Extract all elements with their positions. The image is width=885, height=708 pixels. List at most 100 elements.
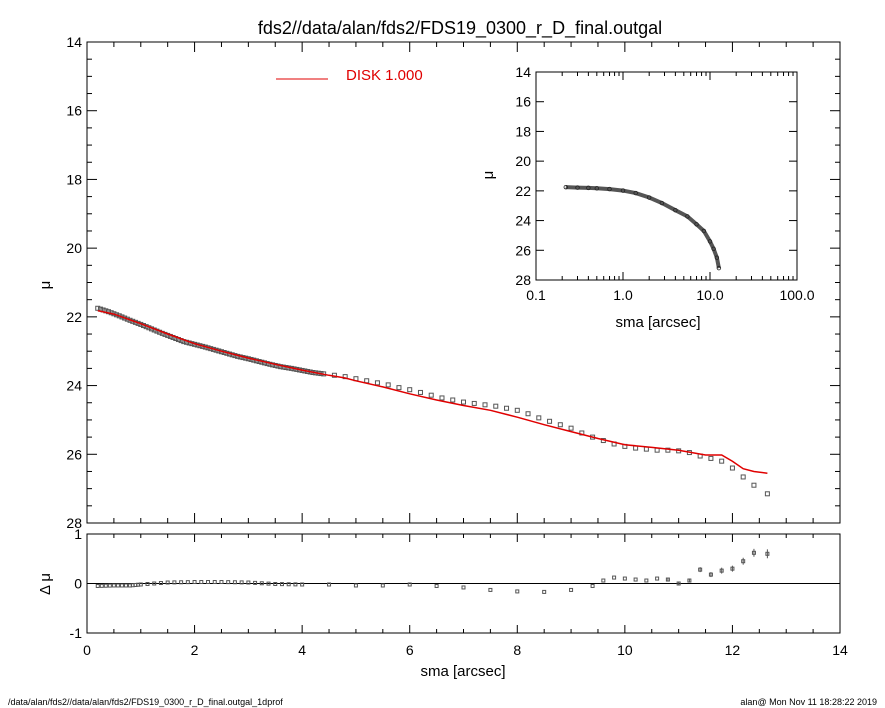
residual-point [353, 583, 358, 588]
footer-path: /data/alan/fds2//data/alan/fds2/FDS19_03… [8, 697, 283, 707]
inset-data-point [659, 200, 665, 206]
inset-y-tick-label: 22 [515, 183, 531, 199]
inset-data-point [673, 207, 678, 213]
data-point [278, 364, 284, 370]
data-point [385, 382, 391, 388]
x-tick-label: 4 [298, 642, 306, 658]
residual-point [407, 582, 412, 587]
data-point [665, 447, 671, 453]
data-point [729, 465, 735, 471]
data-point [407, 387, 413, 393]
y-tick-label: 24 [66, 378, 82, 394]
residual-point [232, 580, 237, 585]
inset-y-tick-label: 24 [515, 213, 531, 229]
data-point [525, 411, 531, 417]
inset-x-tick-label: 100.0 [779, 287, 814, 303]
residual-point [172, 580, 177, 585]
residual-point [461, 585, 466, 590]
chart-title: fds2//data/alan/fds2/FDS19_0300_r_D_fina… [258, 18, 662, 39]
y-tick-label: 16 [66, 103, 82, 119]
inset-data-point [575, 185, 580, 190]
x-tick-label: 2 [191, 642, 199, 658]
inset-data-point [716, 265, 722, 271]
residual-point [708, 572, 713, 577]
x-tick-label: 8 [513, 642, 521, 658]
inset-data-point [711, 246, 716, 251]
legend-label: DISK 1.000 [346, 67, 423, 84]
inset-y-tick-label: 14 [515, 64, 531, 80]
residual-point [542, 589, 547, 594]
disk-model-line [97, 309, 768, 474]
residual-point [633, 577, 638, 582]
residual-point [601, 578, 606, 583]
data-point [751, 482, 757, 488]
residual-point [239, 580, 244, 585]
residual-point [279, 582, 284, 587]
data-point [439, 395, 445, 401]
inset-x-tick-label: 1.0 [613, 287, 633, 303]
residual-point [145, 581, 150, 586]
data-point [504, 405, 510, 411]
data-point [417, 389, 423, 395]
inset-data-point [694, 222, 699, 227]
inset-data-point [701, 228, 707, 234]
residual-y-tick-label: -1 [70, 625, 83, 641]
residual-y-axis-label: Δ μ [37, 573, 54, 595]
residual-point [698, 567, 703, 572]
data-point [547, 418, 553, 424]
data-point [764, 491, 770, 497]
x-axis-label: sma [arcsec] [420, 663, 505, 680]
residual-point [765, 551, 770, 556]
y-tick-label: 20 [66, 240, 82, 256]
data-point [396, 385, 402, 391]
data-point [450, 397, 456, 403]
x-tick-label: 6 [406, 642, 414, 658]
residual-point [99, 583, 104, 588]
residual-point [95, 583, 100, 588]
y-tick-label: 28 [66, 515, 82, 531]
data-point [719, 458, 725, 464]
residual-point [212, 580, 217, 585]
y-tick-label: 14 [66, 34, 82, 50]
inset-y-axis-label: μ [480, 171, 497, 180]
residual-point [158, 581, 163, 586]
residual-point [300, 582, 305, 587]
inset-data-point [685, 214, 690, 219]
residual-point [115, 583, 120, 588]
residual-plot-panel: 10-10 2 4 6 8 10 12 14 [70, 526, 848, 658]
residual-point [622, 576, 627, 581]
residual-point [192, 580, 197, 585]
residual-point [246, 580, 251, 585]
data-point [482, 402, 488, 408]
residual-point [327, 582, 332, 587]
residual-point [293, 582, 298, 587]
residual-point [515, 589, 520, 594]
data-point [428, 392, 434, 398]
inset-y-tick-label: 20 [515, 153, 531, 169]
residual-point [687, 578, 692, 583]
y-tick-label: 18 [66, 171, 82, 187]
residual-point [676, 581, 681, 586]
residual-point [665, 577, 670, 582]
data-point [374, 380, 380, 386]
inset-data-point [586, 185, 591, 191]
residual-point [123, 583, 128, 588]
residual-point [751, 550, 756, 555]
inset-axes-frame [535, 71, 798, 281]
data-point [275, 363, 281, 369]
inset-data-point [607, 186, 612, 192]
residual-point [644, 578, 649, 583]
inset-data-point [620, 188, 626, 193]
residual-point [199, 580, 204, 585]
residual-point [152, 581, 157, 586]
residual-point [226, 580, 231, 585]
x-tick-label: 0 [83, 642, 91, 658]
inset-y-tick-label: 26 [515, 242, 531, 258]
footer-timestamp: alan@ Mon Nov 11 18:28:22 2019 [740, 697, 877, 707]
residual-point [253, 580, 258, 585]
x-tick-label: 12 [725, 642, 741, 658]
residual-point [434, 583, 439, 588]
residual-point [569, 587, 574, 592]
y-tick-label: 22 [66, 309, 82, 325]
